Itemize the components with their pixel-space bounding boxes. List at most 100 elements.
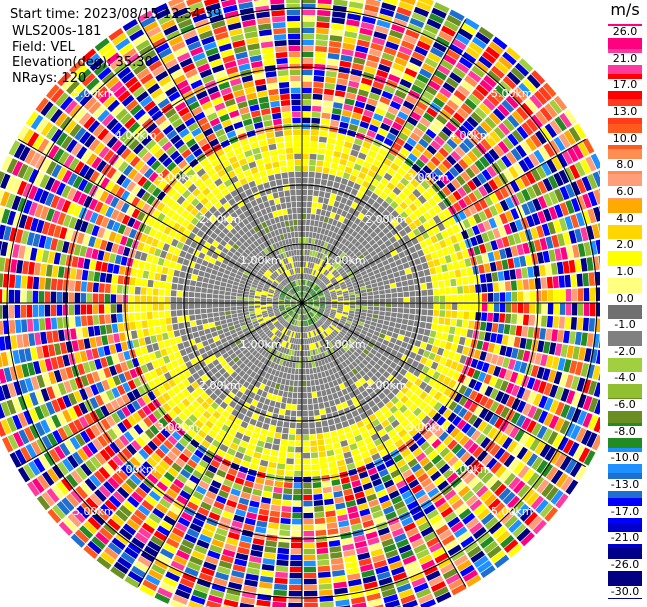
- range-gate-cell: [487, 364, 496, 375]
- range-gate-cell: [419, 154, 430, 164]
- range-gate-cell: [343, 36, 357, 45]
- range-gate-cell: [28, 460, 41, 476]
- range-gate-cell: [253, 483, 264, 491]
- range-gate-cell: [354, 491, 365, 500]
- range-gate-cell: [496, 530, 511, 544]
- range-gate-cell: [486, 93, 500, 107]
- range-gate-cell: [104, 546, 119, 560]
- range-gate-cell: [311, 361, 316, 368]
- range-gate-cell: [200, 501, 212, 511]
- range-gate-cell: [424, 24, 439, 35]
- range-gate-cell: [411, 538, 425, 549]
- range-gate-cell: [363, 109, 374, 118]
- range-gate-cell: [574, 161, 586, 177]
- range-gate-cell: [89, 337, 97, 348]
- range-gate-cell: [398, 132, 409, 142]
- range-gate-cell: [243, 585, 257, 593]
- range-gate-cell: [559, 289, 566, 302]
- range-gate-cell: [409, 56, 423, 67]
- range-gate-cell: [107, 477, 120, 490]
- range-gate-cell: [310, 446, 318, 453]
- range-gate-cell: [210, 480, 222, 489]
- range-gate-cell: [278, 390, 284, 397]
- range-gate-cell: [315, 421, 322, 428]
- range-gate-cell: [397, 292, 404, 298]
- range-gate-cell: [379, 58, 393, 68]
- range-gate-cell: [231, 570, 245, 579]
- range-gate-cell: [119, 434, 130, 447]
- range-gate-cell: [456, 419, 467, 430]
- range-gate-cell: [458, 485, 471, 498]
- range-gate-cell: [336, 459, 346, 467]
- range-gate-cell: [571, 392, 581, 407]
- range-gate-cell: [465, 494, 479, 507]
- range-gate-cell: [71, 340, 79, 352]
- range-gate-cell: [100, 392, 110, 404]
- range-gate-cell: [262, 558, 275, 565]
- range-gate-cell: [576, 410, 588, 426]
- range-gate-cell: [505, 395, 516, 408]
- range-gate-cell: [530, 365, 539, 378]
- range-gate-cell: [589, 303, 596, 317]
- range-gate-cell: [403, 336, 410, 343]
- range-gate-cell: [89, 493, 103, 507]
- range-gate-cell: [468, 320, 475, 329]
- range-gate-cell: [494, 465, 507, 478]
- range-gate-cell: [389, 261, 397, 268]
- range-gate-cell: [470, 430, 482, 442]
- range-gate-cell: [598, 255, 600, 269]
- range-gate-cell: [18, 429, 30, 445]
- range-gate-cell: [143, 545, 158, 558]
- range-gate-cell: [492, 282, 500, 292]
- range-gate-cell: [394, 276, 401, 283]
- range-gate-cell: [259, 102, 270, 110]
- range-gate-cell: [455, 175, 466, 186]
- range-gate-cell: [450, 343, 458, 352]
- range-gate-cell: [426, 466, 438, 477]
- range-gate-cell: [305, 231, 309, 238]
- range-gate-cell: [38, 454, 51, 470]
- range-gate-cell: [467, 179, 477, 191]
- range-gate-cell: [38, 291, 45, 303]
- range-gate-cell: [519, 507, 534, 522]
- range-gate-cell: [448, 401, 458, 411]
- range-gate-cell: [135, 436, 146, 448]
- range-gate-cell: [222, 548, 236, 558]
- range-gate-cell: [182, 485, 194, 495]
- range-gate-cell: [574, 228, 583, 243]
- range-gate-cell: [416, 122, 428, 133]
- range-gate-cell: [371, 283, 378, 288]
- range-gate-cell: [287, 367, 292, 374]
- range-gate-cell: [313, 81, 324, 88]
- range-gate-cell: [273, 28, 286, 35]
- range-gate-cell: [225, 593, 240, 602]
- range-gate-cell: [215, 571, 229, 581]
- range-gate-cell: [50, 278, 58, 291]
- range-gate-cell: [289, 584, 302, 591]
- range-gate-cell: [314, 51, 327, 59]
- range-gate-cell: [444, 539, 459, 551]
- range-gate-cell: [327, 137, 336, 145]
- range-gate-cell: [302, 189, 308, 196]
- range-gate-cell: [158, 417, 169, 428]
- range-gate-cell: [529, 290, 536, 302]
- range-gate-cell: [159, 498, 172, 509]
- range-gate-cell: [523, 303, 530, 314]
- range-gate-cell: [466, 266, 474, 276]
- range-gate-cell: [559, 186, 570, 201]
- range-gate-cell: [236, 471, 247, 480]
- range-gate-cell: [383, 85, 396, 95]
- range-gate-cell: [388, 490, 400, 500]
- range-gate-cell: [484, 398, 494, 410]
- range-gate-cell: [537, 210, 547, 224]
- range-gate-cell: [321, 112, 331, 120]
- range-gate-cell: [341, 537, 353, 546]
- range-gate-cell: [438, 317, 445, 325]
- range-gate-cell: [587, 173, 598, 190]
- range-gate-cell: [438, 431, 449, 442]
- range-gate-cell: [195, 485, 207, 495]
- range-gate-cell: [418, 327, 425, 335]
- range-gate-cell: [163, 455, 174, 466]
- range-gate-cell: [559, 372, 568, 387]
- range-gate-cell: [28, 261, 35, 275]
